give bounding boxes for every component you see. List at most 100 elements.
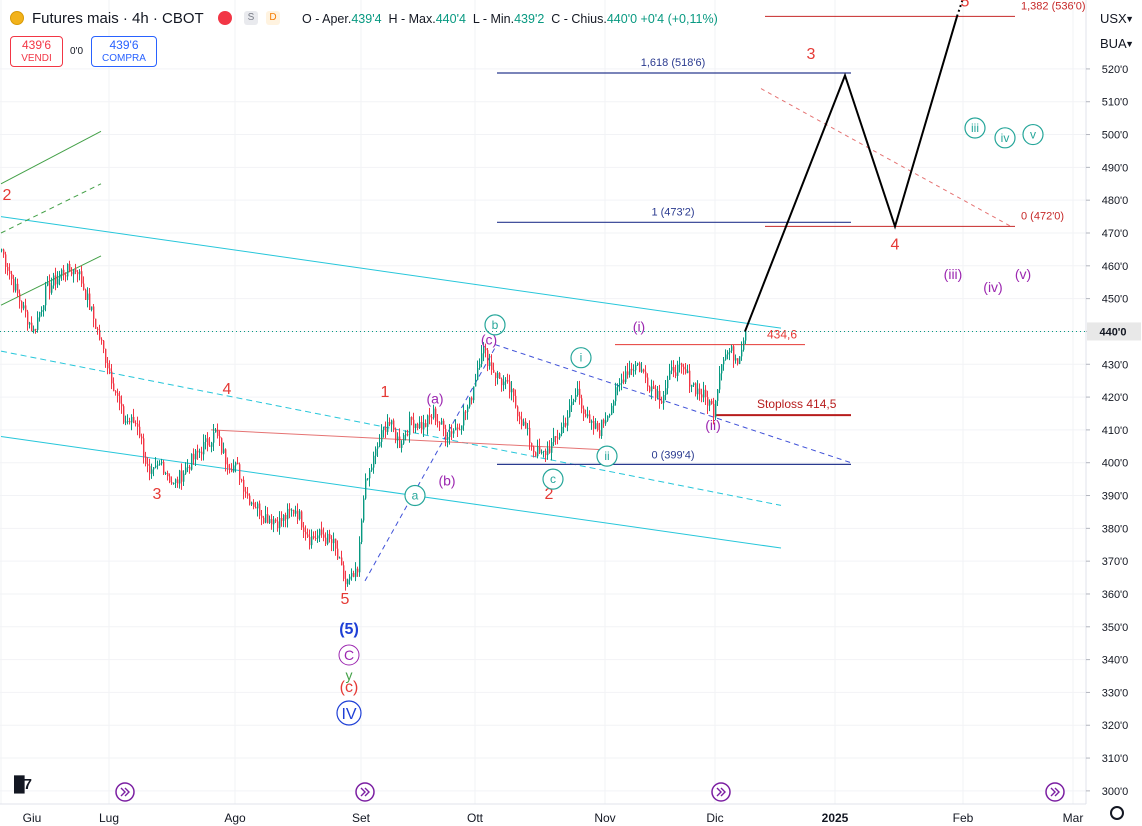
candle-body [643, 369, 645, 372]
candle-body [417, 423, 419, 428]
candle-body [485, 348, 487, 351]
candle-body [511, 388, 513, 393]
candle-body [507, 380, 509, 382]
candle-body [201, 451, 203, 455]
candle-body [5, 254, 7, 267]
candle-body [289, 508, 291, 511]
stoploss-label: Stoploss 414,5 [757, 397, 837, 411]
candle-body [521, 419, 523, 426]
candle-body [159, 463, 161, 465]
fib-1-label: 1 (473'2) [651, 206, 694, 218]
y-tick-label: 330'0 [1102, 687, 1129, 699]
event-arrow-icon [716, 787, 726, 797]
candle-body [515, 395, 517, 407]
candle-body [641, 369, 643, 372]
wave-label-purple: (ii) [705, 417, 721, 433]
candle-body [29, 322, 31, 325]
sell-button[interactable]: 439'6 VENDI [10, 36, 63, 67]
candle-body [73, 269, 75, 275]
candle-body [185, 467, 187, 474]
candle-body [569, 405, 571, 417]
y-tick-label: 430'0 [1102, 359, 1129, 371]
candle-body [571, 401, 573, 406]
currency-value: USX [1100, 11, 1127, 26]
candle-body [49, 282, 51, 293]
candle-body [721, 364, 723, 374]
candle-body [247, 493, 249, 496]
candle-body [711, 400, 713, 404]
candle-body [709, 400, 711, 406]
candle-body [495, 372, 497, 379]
wave-circle [994, 127, 1016, 149]
candle-body [337, 548, 339, 559]
wave-label-purple: (b) [438, 473, 455, 489]
candle-body [671, 366, 673, 371]
candle-body [397, 436, 399, 441]
candle-body [89, 293, 91, 310]
candle-body [305, 531, 307, 535]
candle-body [27, 311, 29, 325]
candle-body [481, 353, 483, 365]
candle-body [77, 272, 79, 275]
projected-wave-path [744, 16, 958, 332]
candle-body [669, 370, 671, 380]
unit-select[interactable]: BUA ▼ [1094, 33, 1138, 55]
wave-label-teal: c [550, 472, 556, 486]
red-dashed-projection [760, 88, 1012, 227]
current-price-tag [1087, 322, 1141, 341]
candle-body [593, 420, 595, 429]
candle-body [349, 576, 351, 580]
candle-body [369, 470, 371, 479]
candle-body [555, 436, 557, 438]
candle-body [529, 427, 531, 444]
candle-body [341, 557, 343, 566]
candle-body [93, 306, 95, 319]
y-tick-label: 480'0 [1102, 195, 1129, 207]
buy-button[interactable]: 439'6 COMPRA [91, 36, 157, 67]
candle-body [299, 511, 301, 520]
candle-body [11, 273, 13, 279]
candle-body [307, 534, 309, 537]
candle-body [713, 403, 715, 418]
candle-body [231, 468, 233, 472]
candle-body [675, 372, 677, 376]
wave-label-purple: (v) [1015, 266, 1031, 282]
candle-body [615, 387, 617, 402]
currency-select[interactable]: USX ▼ [1094, 8, 1138, 30]
candle-body [527, 427, 529, 429]
symbol-title[interactable]: Futures mais · 4h · CBOT [32, 10, 204, 27]
candle-body [225, 449, 227, 465]
candle-body [707, 396, 709, 406]
candle-body [395, 429, 397, 441]
candle-body [173, 482, 175, 484]
candle-body [475, 379, 477, 387]
y-tick-label: 420'0 [1102, 392, 1129, 404]
y-tick-label: 340'0 [1102, 655, 1129, 667]
wave-circle [404, 484, 426, 507]
candle-body [565, 422, 567, 426]
candle-body [205, 438, 207, 442]
candle-body [583, 408, 585, 414]
candle-body [333, 538, 335, 544]
candle-body [415, 423, 417, 429]
candle-body [87, 293, 89, 300]
sell-price: 439'6 [22, 38, 51, 52]
candle-body [373, 455, 375, 468]
candle-body [455, 427, 457, 431]
candle-body [111, 371, 113, 384]
candle-body [419, 422, 421, 428]
candle-body [595, 423, 597, 429]
candle-body [351, 573, 353, 577]
wave-label-blue: (5) [339, 621, 359, 638]
candle-body [517, 406, 519, 417]
y-tick-label: 500'0 [1102, 130, 1129, 142]
wave-label-red: 1 [381, 384, 390, 401]
candle-body [399, 436, 401, 448]
candle-body [703, 389, 705, 398]
candle-body [693, 383, 695, 386]
chevron-down-icon: ▼ [1125, 14, 1134, 24]
gear-icon[interactable] [1110, 806, 1124, 820]
candle-body [277, 521, 279, 529]
y-tick-label: 320'0 [1102, 720, 1129, 732]
